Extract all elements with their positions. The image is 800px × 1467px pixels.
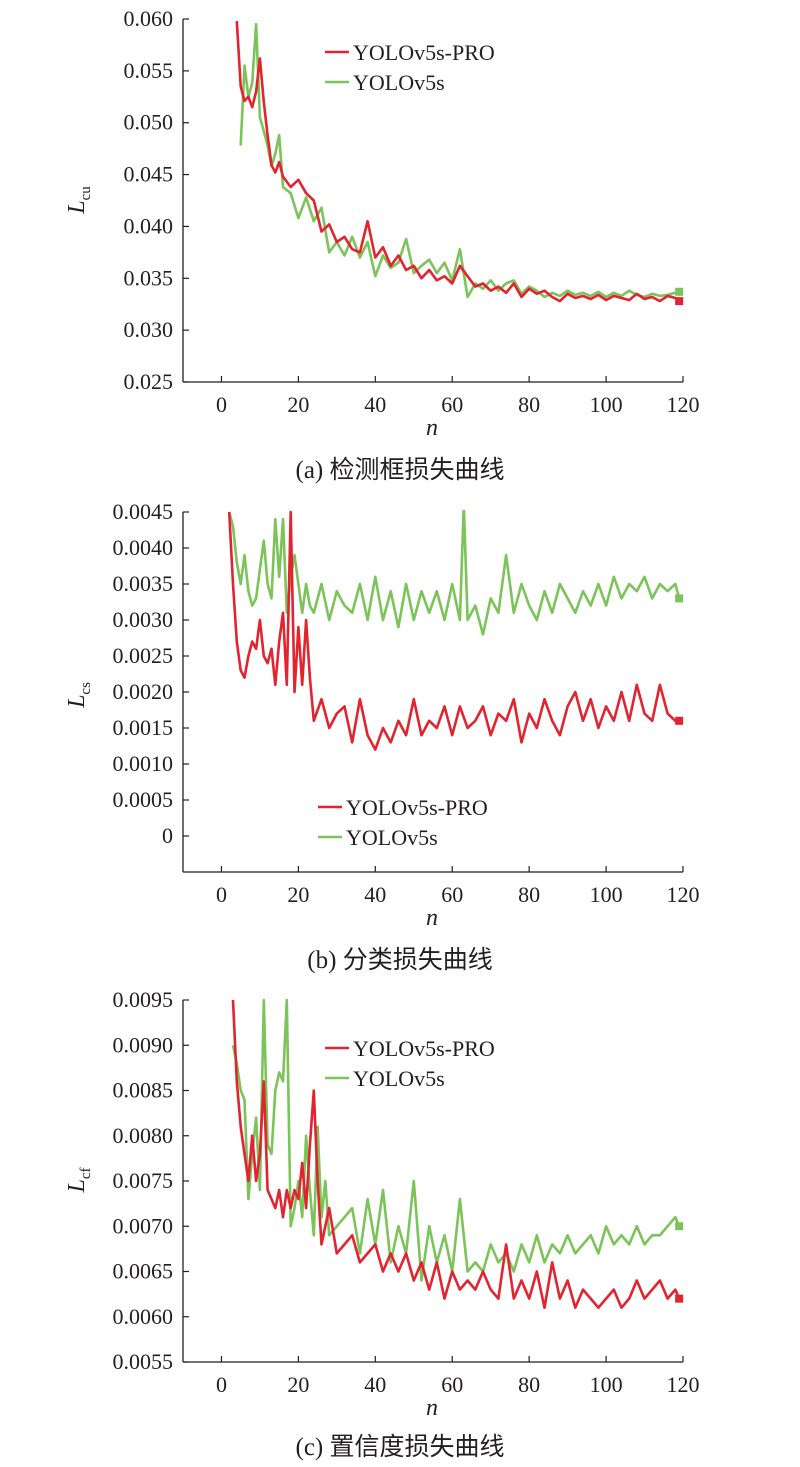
chart-b-x-axis-title: n	[426, 905, 438, 931]
chart-b-series-base-line	[227, 510, 681, 636]
chart-a-series-pro-line	[235, 21, 681, 303]
chart-a-legend-label-pro: YOLOv5s-PRO	[353, 40, 495, 65]
chart-a-y-tick-label: 0.060	[124, 6, 174, 31]
chart-c-x-axis-title: n	[426, 1395, 438, 1421]
chart-a-x-tick-label: 80	[518, 392, 540, 417]
chart-b-x-tick-label: 100	[590, 882, 623, 907]
chart-b-y-tick-label: 0.0015	[113, 715, 174, 740]
chart-a-y-axis-title-main: L	[64, 200, 90, 214]
chart-b-plot: 0 0.0005 0.0010 0.0015 0.0020 0.0025 0.0030 0.0…	[64, 499, 700, 931]
chart-b-y-tick-label: 0.0045	[113, 499, 174, 524]
chart-c-caption: (c) 置信度损失曲线	[295, 1434, 505, 1461]
chart-a-y-tick-label: 0.045	[124, 162, 174, 187]
chart-c-y-tick-label: 0.0060	[113, 1304, 174, 1329]
chart-c-series-pro-line	[231, 999, 681, 1310]
chart-a-x-tick-label: 20	[287, 392, 309, 417]
chart-b-legend-label-base: YOLOv5s	[346, 825, 438, 850]
chart-c-y-tick-label: 0.0075	[113, 1168, 174, 1193]
chart-a-legend-label-base: YOLOv5s	[353, 70, 445, 95]
chart-b-x-tick-label: 80	[518, 882, 540, 907]
chart-b-y-tick-label: 0.0035	[113, 571, 174, 596]
chart-a-x-tick-label: 60	[441, 392, 463, 417]
chart-c-x-tick-label: 20	[287, 1372, 309, 1397]
chart-b-y-axis-title-main: L	[64, 695, 90, 709]
chart-c-plot: 0.0055 0.0060 0.0065 0.0070 0.0075 0.0080 0.00…	[64, 987, 700, 1421]
chart-b-series-base-end-marker	[675, 594, 684, 603]
chart-b-y-tick-label: 0.0010	[113, 751, 174, 776]
chart-b-series-pro-line	[227, 510, 680, 751]
chart-b-x-tick-label: 20	[287, 882, 309, 907]
chart-b-y-tick-label: 0.0030	[113, 607, 174, 632]
chart-panel-b: 0 0.0005 0.0010 0.0015 0.0020 0.0025 0.0030 0.0…	[0, 490, 800, 980]
chart-c-x-tick-label: 100	[590, 1372, 623, 1397]
chart-c-y-tick-label: 0.0055	[113, 1349, 174, 1374]
chart-c-y-axis-title-main: L	[64, 1179, 90, 1193]
chart-a-y-tick-label: 0.050	[124, 110, 174, 135]
chart-b-y-tick-label: 0.0005	[113, 787, 174, 812]
chart-a-x-tick-label: 40	[364, 392, 386, 417]
chart-b-caption: (b) 分类损失曲线	[307, 947, 493, 974]
chart-a-series-base-end-marker	[675, 287, 684, 296]
chart-a-x-axis-title: n	[426, 415, 438, 441]
chart-c-x-tick-label: 60	[441, 1372, 463, 1397]
chart-panel-c: 0.0055 0.0060 0.0065 0.0070 0.0075 0.0080 0.00…	[0, 980, 800, 1467]
chart-b-x-tick-label: 40	[364, 882, 386, 907]
chart-a-y-axis-title: Lcu	[64, 186, 94, 215]
chart-b-y-tick-label: 0.0025	[113, 643, 174, 668]
chart-a-y-tick-label: 0.040	[124, 213, 174, 238]
chart-b-series-pro-end-marker	[675, 716, 684, 725]
chart-c-series-base-line	[231, 998, 681, 1282]
chart-c-series-pro-end-marker	[675, 1294, 684, 1303]
chart-b-legend-label-pro: YOLOv5s-PRO	[346, 795, 488, 820]
chart-a-y-tick-label: 0.030	[124, 317, 174, 342]
chart-c-legend-label-pro: YOLOv5s-PRO	[353, 1036, 495, 1061]
chart-c-y-tick-label: 0.0080	[113, 1123, 174, 1148]
chart-c-x-tick-label: 40	[364, 1372, 386, 1397]
chart-b-y-tick-label: 0	[162, 823, 173, 848]
chart-a-y-axis-title-sub: cu	[78, 186, 94, 201]
chart-c-y-tick-label: 0.0095	[113, 987, 174, 1012]
chart-b-x-tick-label: 0	[216, 882, 227, 907]
chart-a-x-tick-label: 120	[667, 392, 700, 417]
chart-c-x-tick-label: 80	[518, 1372, 540, 1397]
chart-b-x-tick-label: 120	[667, 882, 700, 907]
chart-b-y-axis-title: Lcs	[64, 682, 94, 709]
chart-b-y-tick-label: 0.0040	[113, 535, 174, 560]
chart-panel-a: 0.025 0.030 0.035 0.040 0.045 0.050 0.055 0.060…	[0, 0, 800, 490]
chart-a-series-base-line	[239, 22, 680, 299]
chart-a-series-pro-end-marker	[675, 297, 684, 306]
chart-c-y-tick-label: 0.0090	[113, 1032, 174, 1057]
chart-a-plot: 0.025 0.030 0.035 0.040 0.045 0.050 0.055 0.060…	[64, 6, 700, 441]
chart-c-x-tick-label: 120	[667, 1372, 700, 1397]
chart-c-y-tick-label: 0.0070	[113, 1213, 174, 1238]
chart-a-y-tick-label: 0.035	[124, 265, 174, 290]
chart-c-legend-label-base: YOLOv5s	[353, 1066, 445, 1091]
chart-c-x-tick-label: 0	[216, 1372, 227, 1397]
chart-a-y-tick-label: 0.025	[124, 369, 174, 394]
chart-b-y-tick-label: 0.0020	[113, 679, 174, 704]
chart-c-y-tick-label: 0.0065	[113, 1259, 174, 1284]
chart-b-y-axis-title-sub: cs	[78, 682, 94, 695]
chart-b-x-tick-label: 60	[441, 882, 463, 907]
chart-a-x-tick-label: 0	[216, 392, 227, 417]
chart-c-y-tick-label: 0.0085	[113, 1078, 174, 1103]
chart-a-y-tick-label: 0.055	[124, 58, 174, 83]
chart-a-x-tick-label: 100	[590, 392, 623, 417]
chart-c-series-base-end-marker	[675, 1222, 684, 1231]
chart-c-y-axis-title-sub: cf	[78, 1167, 94, 1179]
chart-c-y-axis-title: Lcf	[64, 1167, 94, 1193]
chart-a-caption: (a) 检测框损失曲线	[295, 457, 505, 484]
